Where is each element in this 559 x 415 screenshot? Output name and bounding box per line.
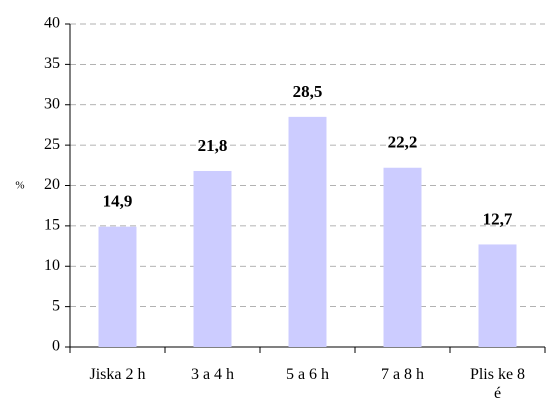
bar bbox=[193, 170, 232, 347]
y-axis-label: % bbox=[15, 180, 24, 192]
y-tick-label: 35 bbox=[44, 55, 60, 72]
x-tick-label: 7 a 8 h bbox=[380, 366, 425, 383]
bar bbox=[98, 226, 137, 347]
y-tick-label: 0 bbox=[52, 338, 60, 355]
x-tick-label: Jiska 2 h bbox=[89, 366, 146, 383]
x-tick-label: Plis ke 8 é bbox=[469, 366, 526, 402]
value-label: 21,8 bbox=[198, 136, 228, 155]
y-tick-label: 20 bbox=[44, 176, 60, 193]
bar bbox=[288, 116, 327, 347]
y-tick-label: 10 bbox=[44, 257, 60, 274]
value-label: 14,9 bbox=[103, 192, 133, 211]
value-label: 22,2 bbox=[388, 133, 418, 152]
y-tick-label: 15 bbox=[44, 217, 60, 234]
y-tick-label: 40 bbox=[44, 15, 60, 32]
value-label: 28,5 bbox=[293, 82, 323, 101]
value-label: 12,7 bbox=[483, 209, 513, 228]
x-tick-label: 3 a 4 h bbox=[190, 366, 235, 383]
bar bbox=[478, 244, 517, 347]
x-tick-label: 5 a 6 h bbox=[285, 366, 330, 383]
y-tick-label: 30 bbox=[44, 95, 60, 112]
bar bbox=[383, 167, 422, 347]
y-tick-label: 25 bbox=[44, 136, 60, 153]
y-tick-label: 5 bbox=[52, 297, 60, 314]
